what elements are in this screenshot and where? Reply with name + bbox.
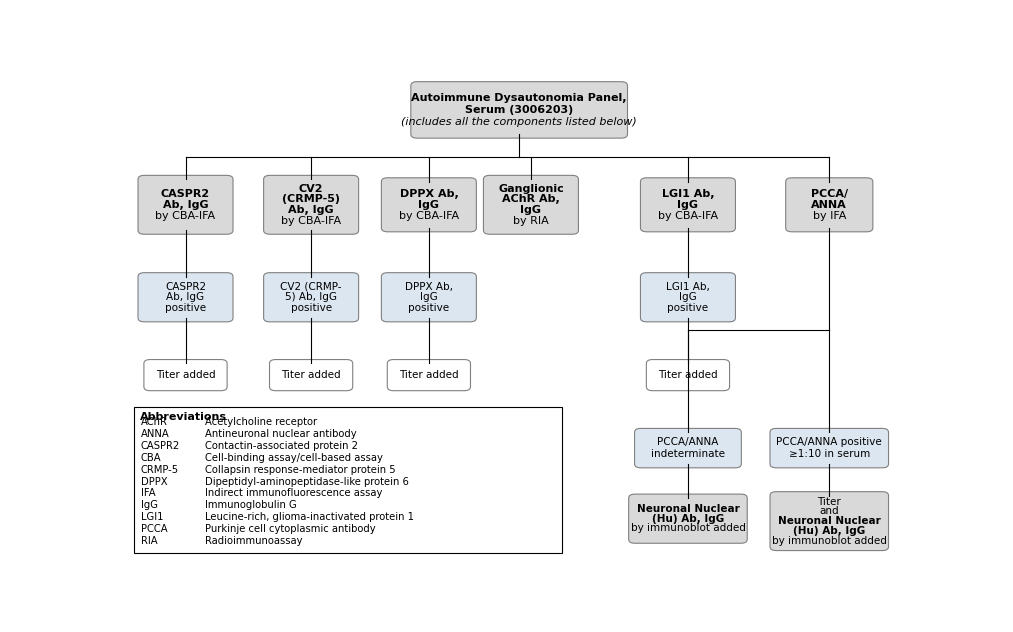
FancyBboxPatch shape bbox=[640, 178, 735, 232]
Text: Indirect immunofluorescence assay: Indirect immunofluorescence assay bbox=[205, 489, 383, 499]
Text: Titer added: Titer added bbox=[282, 370, 341, 380]
Text: Abbreviations: Abbreviations bbox=[140, 411, 227, 422]
Text: positive: positive bbox=[165, 303, 206, 313]
Text: DPPX Ab,: DPPX Ab, bbox=[405, 281, 453, 291]
Text: ANNA: ANNA bbox=[811, 200, 847, 210]
Text: IFA: IFA bbox=[141, 489, 155, 499]
Text: LGI1 Ab,: LGI1 Ab, bbox=[666, 281, 710, 291]
Text: positive: positive bbox=[668, 303, 708, 313]
FancyBboxPatch shape bbox=[387, 360, 470, 391]
Text: Titer: Titer bbox=[817, 497, 841, 507]
Text: (CRMP-5): (CRMP-5) bbox=[282, 195, 340, 204]
Text: IgG: IgG bbox=[420, 292, 438, 302]
Text: Antineuronal nuclear antibody: Antineuronal nuclear antibody bbox=[205, 429, 357, 439]
Text: IgG: IgG bbox=[141, 501, 158, 510]
FancyBboxPatch shape bbox=[640, 272, 735, 322]
Text: Leucine-rich, glioma-inactivated protein 1: Leucine-rich, glioma-inactivated protein… bbox=[205, 512, 414, 522]
Text: (includes all the components listed below): (includes all the components listed belo… bbox=[401, 116, 637, 126]
Text: Purkinje cell cytoplasmic antibody: Purkinje cell cytoplasmic antibody bbox=[205, 524, 376, 534]
Text: Acetylcholine receptor: Acetylcholine receptor bbox=[205, 417, 317, 427]
FancyBboxPatch shape bbox=[144, 360, 227, 391]
FancyBboxPatch shape bbox=[411, 82, 627, 138]
FancyBboxPatch shape bbox=[138, 272, 233, 322]
Text: by RIA: by RIA bbox=[513, 216, 549, 226]
Text: by CBA-IFA: by CBA-IFA bbox=[399, 210, 459, 221]
FancyBboxPatch shape bbox=[786, 178, 873, 232]
Text: Titer added: Titer added bbox=[658, 370, 718, 380]
Text: by CBA-IFA: by CBA-IFA bbox=[281, 216, 341, 226]
Text: by immunoblot added: by immunoblot added bbox=[772, 535, 886, 545]
Text: IgG: IgG bbox=[679, 292, 697, 302]
Text: CRMP-5: CRMP-5 bbox=[141, 465, 179, 475]
Text: positive: positive bbox=[291, 303, 331, 313]
Text: ANNA: ANNA bbox=[141, 429, 169, 439]
Text: DPPX: DPPX bbox=[141, 477, 167, 487]
Text: IgG: IgG bbox=[678, 200, 698, 210]
Text: PCCA/ANNA positive: PCCA/ANNA positive bbox=[776, 437, 882, 447]
Text: Contactin-associated protein 2: Contactin-associated protein 2 bbox=[205, 441, 359, 451]
Text: AChR: AChR bbox=[141, 417, 167, 427]
Text: PCCA/: PCCA/ bbox=[810, 189, 848, 199]
Text: by IFA: by IFA bbox=[812, 210, 846, 221]
FancyBboxPatch shape bbox=[634, 428, 742, 468]
FancyBboxPatch shape bbox=[135, 407, 562, 553]
Text: Titer added: Titer added bbox=[399, 370, 459, 380]
Text: IgG: IgG bbox=[521, 205, 541, 215]
Text: Immunoglobulin G: Immunoglobulin G bbox=[205, 501, 297, 510]
Text: CASPR2: CASPR2 bbox=[141, 441, 180, 451]
Text: (Hu) Ab, IgG: (Hu) Ab, IgG bbox=[651, 514, 724, 524]
Text: by immunoblot added: by immunoblot added bbox=[630, 523, 746, 533]
FancyBboxPatch shape bbox=[629, 494, 748, 544]
Text: ≥1:10 in serum: ≥1:10 in serum bbox=[789, 449, 870, 459]
FancyBboxPatch shape bbox=[646, 360, 729, 391]
Text: LGI1: LGI1 bbox=[141, 512, 163, 522]
Text: Collapsin response-mediator protein 5: Collapsin response-mediator protein 5 bbox=[205, 465, 396, 475]
Text: Neuronal Nuclear: Neuronal Nuclear bbox=[778, 516, 880, 526]
Text: by CBA-IFA: by CBA-IFA bbox=[155, 210, 216, 221]
Text: CV2: CV2 bbox=[299, 184, 323, 194]
Text: by CBA-IFA: by CBA-IFA bbox=[657, 210, 718, 221]
FancyBboxPatch shape bbox=[263, 272, 359, 322]
Text: PCCA/ANNA: PCCA/ANNA bbox=[657, 437, 718, 447]
Text: PCCA: PCCA bbox=[141, 524, 167, 534]
Text: DPPX Ab,: DPPX Ab, bbox=[399, 189, 458, 199]
Text: Neuronal Nuclear: Neuronal Nuclear bbox=[636, 504, 739, 514]
Text: Autoimmune Dysautonomia Panel,: Autoimmune Dysautonomia Panel, bbox=[411, 94, 627, 103]
FancyBboxPatch shape bbox=[483, 175, 578, 234]
Text: Titer added: Titer added bbox=[156, 370, 216, 380]
FancyBboxPatch shape bbox=[770, 428, 888, 468]
Text: Radioimmunoassay: Radioimmunoassay bbox=[205, 536, 303, 546]
Text: Ab, IgG: Ab, IgG bbox=[163, 200, 209, 210]
FancyBboxPatch shape bbox=[138, 175, 233, 234]
FancyBboxPatch shape bbox=[269, 360, 353, 391]
Text: LGI1 Ab,: LGI1 Ab, bbox=[661, 189, 714, 199]
Text: Ab, IgG: Ab, IgG bbox=[289, 205, 334, 215]
FancyBboxPatch shape bbox=[770, 492, 888, 550]
Text: positive: positive bbox=[408, 303, 450, 313]
Text: Cell-binding assay/cell-based assay: Cell-binding assay/cell-based assay bbox=[205, 453, 383, 463]
FancyBboxPatch shape bbox=[381, 272, 476, 322]
Text: Ganglionic: Ganglionic bbox=[498, 184, 564, 194]
FancyBboxPatch shape bbox=[263, 175, 359, 234]
Text: AChR Ab,: AChR Ab, bbox=[502, 195, 560, 204]
Text: Dipeptidyl-aminopeptidase-like protein 6: Dipeptidyl-aminopeptidase-like protein 6 bbox=[205, 477, 409, 487]
Text: 5) Ab, IgG: 5) Ab, IgG bbox=[285, 292, 337, 302]
Text: indeterminate: indeterminate bbox=[651, 449, 725, 459]
Text: CBA: CBA bbox=[141, 453, 161, 463]
Text: CASPR2: CASPR2 bbox=[165, 281, 206, 291]
Text: RIA: RIA bbox=[141, 536, 157, 546]
Text: IgG: IgG bbox=[418, 200, 440, 210]
Text: CV2 (CRMP-: CV2 (CRMP- bbox=[281, 281, 341, 291]
Text: and: and bbox=[820, 506, 839, 516]
FancyBboxPatch shape bbox=[381, 178, 476, 232]
Text: Serum (3006203): Serum (3006203) bbox=[465, 105, 573, 115]
Text: CASPR2: CASPR2 bbox=[161, 189, 210, 199]
Text: Ab, IgG: Ab, IgG bbox=[166, 292, 205, 302]
Text: (Hu) Ab, IgG: (Hu) Ab, IgG bbox=[793, 526, 865, 536]
